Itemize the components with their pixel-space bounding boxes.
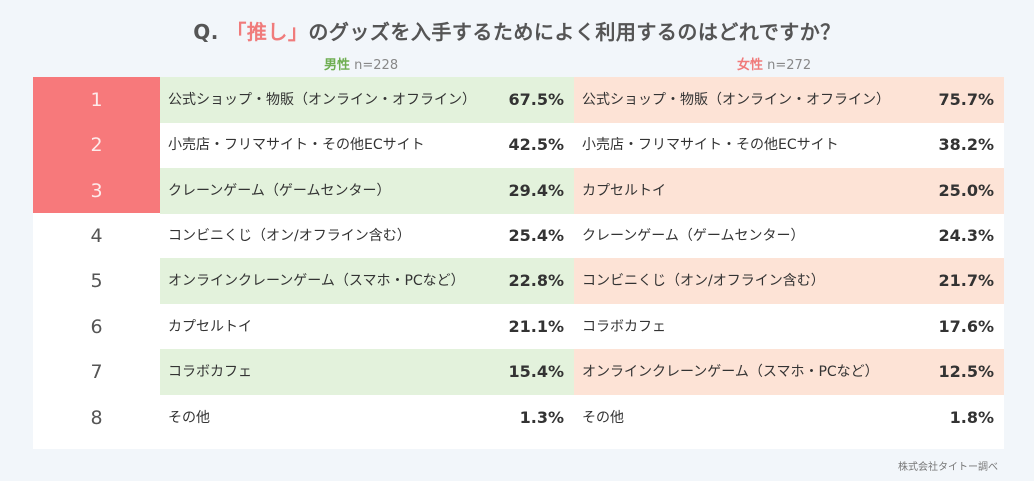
rank-number: 6 bbox=[90, 316, 103, 338]
male-percentage: 15.4% bbox=[508, 362, 564, 381]
rank-number: 1 bbox=[90, 89, 103, 111]
male-item-label: コンビニくじ（オン/オフライン含む） bbox=[168, 228, 411, 244]
table-row: 8 その他 1.3% その他 1.8% bbox=[33, 395, 1004, 441]
male-percentage: 67.5% bbox=[508, 90, 564, 109]
female-percentage: 21.7% bbox=[938, 271, 994, 290]
male-item-label: クレーンゲーム（ゲームセンター） bbox=[168, 183, 391, 199]
male-item-label: オンラインクレーンゲーム（スマホ・PCなど） bbox=[168, 273, 465, 289]
male-percentage: 21.1% bbox=[508, 317, 564, 336]
male-cell: オンラインクレーンゲーム（スマホ・PCなど） 22.8% bbox=[160, 258, 574, 304]
female-percentage: 24.3% bbox=[938, 226, 994, 245]
female-cell: コラボカフェ 17.6% bbox=[574, 304, 1004, 350]
female-percentage: 1.8% bbox=[949, 408, 994, 427]
female-cell: 小売店・フリマサイト・その他ECサイト 38.2% bbox=[574, 122, 1004, 168]
male-item-label: その他 bbox=[168, 410, 210, 426]
table-row: 6 カプセルトイ 21.1% コラボカフェ 17.6% bbox=[33, 304, 1004, 350]
rank-number: 7 bbox=[90, 361, 103, 383]
table-row: 4 コンビニくじ（オン/オフライン含む） 25.4% クレーンゲーム（ゲームセンター）… bbox=[33, 213, 1004, 259]
male-cell: クレーンゲーム（ゲームセンター） 29.4% bbox=[160, 168, 574, 214]
female-cell: コンビニくじ（オン/オフライン含む） 21.7% bbox=[574, 258, 1004, 304]
female-percentage: 75.7% bbox=[938, 90, 994, 109]
female-item-label: コンビニくじ（オン/オフライン含む） bbox=[582, 273, 825, 289]
chart-title: Q. 「推し」のグッズを入手するためによく利用するのはどれですか？ bbox=[0, 16, 1034, 45]
rank-number: 5 bbox=[90, 270, 103, 292]
female-cell: オンラインクレーンゲーム（スマホ・PCなど） 12.5% bbox=[574, 349, 1004, 395]
male-header: 男性 n=228 bbox=[324, 54, 398, 73]
male-percentage: 29.4% bbox=[508, 181, 564, 200]
rank-number: 3 bbox=[90, 180, 103, 202]
female-n: n=272 bbox=[767, 58, 812, 73]
male-cell: カプセルトイ 21.1% bbox=[160, 304, 574, 350]
female-percentage: 38.2% bbox=[938, 135, 994, 154]
female-item-label: オンラインクレーンゲーム（スマホ・PCなど） bbox=[582, 364, 879, 380]
male-percentage: 1.3% bbox=[519, 408, 564, 427]
male-percentage: 25.4% bbox=[508, 226, 564, 245]
male-cell: 公式ショップ・物販（オンライン・オフライン） 67.5% bbox=[160, 77, 574, 123]
female-item-label: 小売店・フリマサイト・その他ECサイト bbox=[582, 137, 839, 153]
female-cell: クレーンゲーム（ゲームセンター） 24.3% bbox=[574, 213, 1004, 259]
table-row: 5 オンラインクレーンゲーム（スマホ・PCなど） 22.8% コンビニくじ（オン/オフ… bbox=[33, 258, 1004, 304]
female-header: 女性 n=272 bbox=[737, 54, 811, 73]
rank-number: 4 bbox=[90, 225, 103, 247]
female-item-label: カプセルトイ bbox=[582, 183, 666, 199]
male-cell: 小売店・フリマサイト・その他ECサイト 42.5% bbox=[160, 122, 574, 168]
female-percentage: 17.6% bbox=[938, 317, 994, 336]
female-item-label: クレーンゲーム（ゲームセンター） bbox=[582, 228, 805, 244]
male-percentage: 22.8% bbox=[508, 271, 564, 290]
source-note: 株式会社タイトー調べ bbox=[898, 462, 998, 473]
table-row: 3 クレーンゲーム（ゲームセンター） 29.4% カプセルトイ 25.0% bbox=[33, 168, 1004, 214]
male-cell: その他 1.3% bbox=[160, 395, 574, 441]
rank-number: 8 bbox=[90, 407, 103, 429]
male-percentage: 42.5% bbox=[508, 135, 564, 154]
female-cell: 公式ショップ・物販（オンライン・オフライン） 75.7% bbox=[574, 77, 1004, 123]
female-item-label: その他 bbox=[582, 410, 624, 426]
male-cell: コラボカフェ 15.4% bbox=[160, 349, 574, 395]
title-prefix: Q. bbox=[193, 20, 227, 44]
female-item-label: 公式ショップ・物販（オンライン・オフライン） bbox=[582, 92, 890, 108]
male-cell: コンビニくじ（オン/オフライン含む） 25.4% bbox=[160, 213, 574, 259]
title-highlight: 「推し」 bbox=[226, 20, 309, 44]
ranking-table: 1 公式ショップ・物販（オンライン・オフライン） 67.5% 公式ショップ・物販（オン… bbox=[33, 77, 1004, 449]
male-label: 男性 bbox=[324, 58, 351, 73]
table-row: 2 小売店・フリマサイト・その他ECサイト 42.5% 小売店・フリマサイト・その他E… bbox=[33, 122, 1004, 168]
female-percentage: 12.5% bbox=[938, 362, 994, 381]
male-item-label: コラボカフェ bbox=[168, 364, 252, 380]
table-row: 1 公式ショップ・物販（オンライン・オフライン） 67.5% 公式ショップ・物販（オン… bbox=[33, 77, 1004, 123]
rank-number: 2 bbox=[90, 134, 103, 156]
male-n: n=228 bbox=[354, 58, 399, 73]
female-cell: カプセルトイ 25.0% bbox=[574, 168, 1004, 214]
male-item-label: 公式ショップ・物販（オンライン・オフライン） bbox=[168, 92, 476, 108]
male-item-label: カプセルトイ bbox=[168, 319, 252, 335]
female-item-label: コラボカフェ bbox=[582, 319, 666, 335]
title-suffix: のグッズを入手するためによく利用するのはどれですか？ bbox=[308, 20, 841, 44]
table-row: 7 コラボカフェ 15.4% オンラインクレーンゲーム（スマホ・PCなど） 12.5% bbox=[33, 349, 1004, 395]
male-item-label: 小売店・フリマサイト・その他ECサイト bbox=[168, 137, 425, 153]
female-cell: その他 1.8% bbox=[574, 395, 1004, 441]
female-percentage: 25.0% bbox=[938, 181, 994, 200]
female-label: 女性 bbox=[737, 58, 764, 73]
top3-rank-highlight bbox=[33, 77, 160, 213]
